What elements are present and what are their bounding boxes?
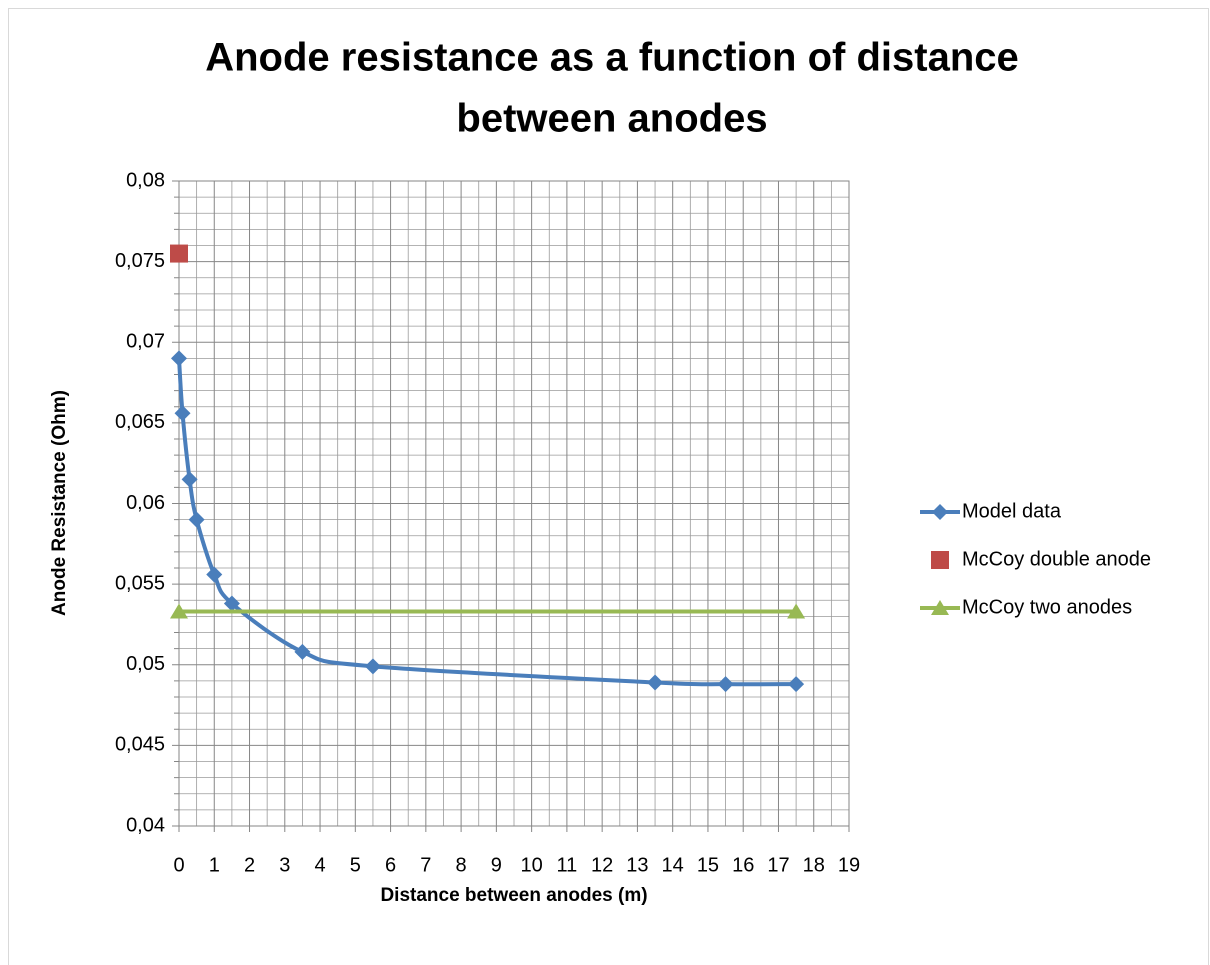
chart-title: between anodes bbox=[456, 97, 767, 141]
x-tick-label: 3 bbox=[279, 854, 290, 876]
x-tick-label: 4 bbox=[314, 854, 325, 876]
marker bbox=[171, 350, 187, 367]
marker bbox=[181, 471, 198, 488]
x-tick-label: 17 bbox=[767, 854, 789, 876]
x-tick-label: 10 bbox=[521, 854, 543, 876]
y-tick-label: 0,05 bbox=[126, 653, 165, 675]
y-axis-title: Anode Resistance (Ohm) bbox=[49, 390, 70, 616]
marker bbox=[717, 676, 734, 693]
marker bbox=[170, 244, 188, 263]
legend-label: McCoy double anode bbox=[962, 548, 1151, 570]
y-tick-label: 0,07 bbox=[126, 331, 165, 353]
series-line bbox=[177, 358, 797, 687]
x-tick-label: 1 bbox=[209, 854, 220, 876]
chart-border bbox=[8, 8, 1209, 965]
x-tick-label: 18 bbox=[803, 854, 825, 876]
y-tick-label: 0,06 bbox=[126, 492, 165, 514]
x-tick-label: 6 bbox=[385, 854, 396, 876]
marker bbox=[647, 674, 664, 691]
x-tick-label: 15 bbox=[697, 854, 719, 876]
y-tick-label: 0,08 bbox=[126, 169, 165, 191]
plot-frame bbox=[178, 180, 850, 827]
x-tick-label: 8 bbox=[456, 854, 467, 876]
x-tick-label: 13 bbox=[626, 854, 648, 876]
marker bbox=[788, 676, 805, 693]
x-tick-label: 9 bbox=[491, 854, 502, 876]
x-tick-label: 5 bbox=[350, 854, 361, 876]
x-tick-label: 14 bbox=[662, 854, 684, 876]
marker bbox=[364, 658, 381, 675]
x-tick-label: 19 bbox=[838, 854, 860, 876]
legend-marker bbox=[931, 600, 949, 615]
x-tick-label: 2 bbox=[244, 854, 255, 876]
y-tick-label: 0,045 bbox=[115, 734, 165, 756]
marker bbox=[206, 566, 223, 583]
y-tick-label: 0,04 bbox=[126, 814, 165, 836]
marker bbox=[174, 405, 191, 422]
y-tick-label: 0,075 bbox=[115, 250, 165, 272]
marker bbox=[294, 643, 311, 660]
x-tick-label: 12 bbox=[591, 854, 613, 876]
y-tick-label: 0,065 bbox=[115, 411, 165, 433]
x-tick-label: 7 bbox=[420, 854, 431, 876]
chart-title: Anode resistance as a function of distan… bbox=[205, 36, 1019, 80]
marker bbox=[188, 511, 205, 528]
x-tick-label: 0 bbox=[173, 854, 184, 876]
legend-label: Model data bbox=[962, 500, 1062, 522]
x-tick-label: 11 bbox=[557, 854, 578, 876]
x-tick-label: 16 bbox=[732, 854, 754, 876]
legend-label: McCoy two anodes bbox=[962, 596, 1132, 618]
legend-marker bbox=[932, 504, 948, 520]
legend-marker bbox=[931, 551, 949, 569]
x-axis-title: Distance between anodes (m) bbox=[380, 885, 647, 906]
marker bbox=[787, 603, 806, 619]
marker bbox=[223, 595, 240, 612]
y-tick-label: 0,055 bbox=[115, 572, 165, 594]
marker bbox=[170, 603, 188, 619]
